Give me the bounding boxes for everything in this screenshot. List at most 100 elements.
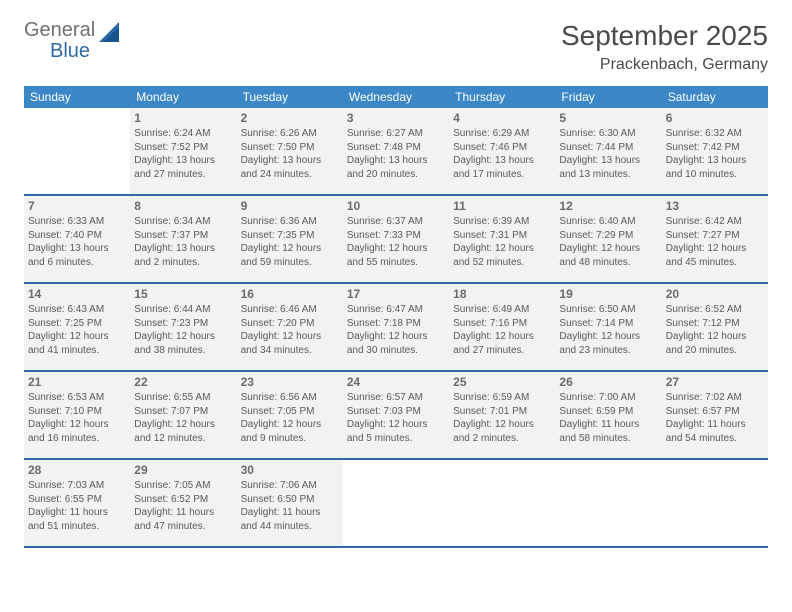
day-number: 8 <box>134 198 232 215</box>
day-number: 2 <box>241 110 339 127</box>
week-row: 1Sunrise: 6:24 AMSunset: 7:52 PMDaylight… <box>24 108 768 196</box>
daylight-text: Daylight: 11 hours <box>134 506 232 520</box>
weekday-header: Monday <box>130 86 236 108</box>
day-number: 23 <box>241 374 339 391</box>
day-number: 24 <box>347 374 445 391</box>
logo-text: General Blue <box>24 20 95 62</box>
daylight-text: and 23 minutes. <box>559 344 657 358</box>
day-number: 6 <box>666 110 764 127</box>
daylight-text: Daylight: 12 hours <box>347 330 445 344</box>
day-cell: 13Sunrise: 6:42 AMSunset: 7:27 PMDayligh… <box>662 196 768 282</box>
sunset-text: Sunset: 6:52 PM <box>134 493 232 507</box>
sunrise-text: Sunrise: 6:40 AM <box>559 215 657 229</box>
day-number: 27 <box>666 374 764 391</box>
daylight-text: and 13 minutes. <box>559 168 657 182</box>
daylight-text: and 17 minutes. <box>453 168 551 182</box>
daylight-text: Daylight: 12 hours <box>453 418 551 432</box>
daylight-text: and 6 minutes. <box>28 256 126 270</box>
sunset-text: Sunset: 7:35 PM <box>241 229 339 243</box>
daylight-text: and 5 minutes. <box>347 432 445 446</box>
day-cell: 14Sunrise: 6:43 AMSunset: 7:25 PMDayligh… <box>24 284 130 370</box>
daylight-text: Daylight: 12 hours <box>666 242 764 256</box>
daylight-text: and 20 minutes. <box>347 168 445 182</box>
sunset-text: Sunset: 7:48 PM <box>347 141 445 155</box>
sunrise-text: Sunrise: 6:32 AM <box>666 127 764 141</box>
daylight-text: Daylight: 12 hours <box>559 330 657 344</box>
week-row: 28Sunrise: 7:03 AMSunset: 6:55 PMDayligh… <box>24 460 768 548</box>
sunrise-text: Sunrise: 6:55 AM <box>134 391 232 405</box>
sunrise-text: Sunrise: 6:39 AM <box>453 215 551 229</box>
daylight-text: Daylight: 12 hours <box>453 242 551 256</box>
sunrise-text: Sunrise: 6:36 AM <box>241 215 339 229</box>
sunset-text: Sunset: 7:07 PM <box>134 405 232 419</box>
day-cell: 15Sunrise: 6:44 AMSunset: 7:23 PMDayligh… <box>130 284 236 370</box>
day-cell: 28Sunrise: 7:03 AMSunset: 6:55 PMDayligh… <box>24 460 130 546</box>
daylight-text: Daylight: 13 hours <box>666 154 764 168</box>
day-cell: 3Sunrise: 6:27 AMSunset: 7:48 PMDaylight… <box>343 108 449 194</box>
sunrise-text: Sunrise: 6:46 AM <box>241 303 339 317</box>
sunrise-text: Sunrise: 6:33 AM <box>28 215 126 229</box>
day-number: 1 <box>134 110 232 127</box>
daylight-text: and 59 minutes. <box>241 256 339 270</box>
weekday-header: Saturday <box>662 86 768 108</box>
sunset-text: Sunset: 7:12 PM <box>666 317 764 331</box>
day-number: 20 <box>666 286 764 303</box>
sunset-text: Sunset: 7:40 PM <box>28 229 126 243</box>
sail-icon <box>99 22 125 44</box>
sunset-text: Sunset: 7:25 PM <box>28 317 126 331</box>
day-number: 13 <box>666 198 764 215</box>
weekday-header: Friday <box>555 86 661 108</box>
daylight-text: and 54 minutes. <box>666 432 764 446</box>
day-cell: 21Sunrise: 6:53 AMSunset: 7:10 PMDayligh… <box>24 372 130 458</box>
daylight-text: Daylight: 12 hours <box>241 330 339 344</box>
day-number: 16 <box>241 286 339 303</box>
daylight-text: and 24 minutes. <box>241 168 339 182</box>
sunset-text: Sunset: 7:14 PM <box>559 317 657 331</box>
day-cell: 6Sunrise: 6:32 AMSunset: 7:42 PMDaylight… <box>662 108 768 194</box>
sunrise-text: Sunrise: 6:30 AM <box>559 127 657 141</box>
sunset-text: Sunset: 7:31 PM <box>453 229 551 243</box>
day-number: 11 <box>453 198 551 215</box>
daylight-text: and 27 minutes. <box>134 168 232 182</box>
day-number: 17 <box>347 286 445 303</box>
daylight-text: Daylight: 13 hours <box>559 154 657 168</box>
sunrise-text: Sunrise: 6:44 AM <box>134 303 232 317</box>
daylight-text: Daylight: 13 hours <box>134 154 232 168</box>
day-cell: 29Sunrise: 7:05 AMSunset: 6:52 PMDayligh… <box>130 460 236 546</box>
daylight-text: Daylight: 12 hours <box>28 418 126 432</box>
day-cell <box>555 460 661 546</box>
day-cell <box>449 460 555 546</box>
sunset-text: Sunset: 7:23 PM <box>134 317 232 331</box>
sunrise-text: Sunrise: 7:02 AM <box>666 391 764 405</box>
sunset-text: Sunset: 7:44 PM <box>559 141 657 155</box>
daylight-text: Daylight: 12 hours <box>559 242 657 256</box>
weekday-header: Thursday <box>449 86 555 108</box>
sunset-text: Sunset: 7:05 PM <box>241 405 339 419</box>
daylight-text: and 9 minutes. <box>241 432 339 446</box>
day-cell <box>662 460 768 546</box>
sunset-text: Sunset: 7:52 PM <box>134 141 232 155</box>
daylight-text: Daylight: 12 hours <box>453 330 551 344</box>
page-title: September 2025 <box>561 20 768 52</box>
day-cell: 25Sunrise: 6:59 AMSunset: 7:01 PMDayligh… <box>449 372 555 458</box>
sunrise-text: Sunrise: 6:42 AM <box>666 215 764 229</box>
daylight-text: and 30 minutes. <box>347 344 445 358</box>
day-cell: 8Sunrise: 6:34 AMSunset: 7:37 PMDaylight… <box>130 196 236 282</box>
day-cell <box>24 108 130 194</box>
sunset-text: Sunset: 6:55 PM <box>28 493 126 507</box>
sunset-text: Sunset: 7:37 PM <box>134 229 232 243</box>
title-block: September 2025 Prackenbach, Germany <box>561 20 768 74</box>
daylight-text: Daylight: 12 hours <box>134 330 232 344</box>
daylight-text: Daylight: 12 hours <box>666 330 764 344</box>
day-cell: 22Sunrise: 6:55 AMSunset: 7:07 PMDayligh… <box>130 372 236 458</box>
weeks-container: 1Sunrise: 6:24 AMSunset: 7:52 PMDaylight… <box>24 108 768 548</box>
sunrise-text: Sunrise: 6:24 AM <box>134 127 232 141</box>
daylight-text: and 2 minutes. <box>453 432 551 446</box>
daylight-text: and 52 minutes. <box>453 256 551 270</box>
day-number: 3 <box>347 110 445 127</box>
daylight-text: Daylight: 12 hours <box>134 418 232 432</box>
sunrise-text: Sunrise: 6:26 AM <box>241 127 339 141</box>
week-row: 21Sunrise: 6:53 AMSunset: 7:10 PMDayligh… <box>24 372 768 460</box>
sunrise-text: Sunrise: 6:43 AM <box>28 303 126 317</box>
daylight-text: Daylight: 13 hours <box>28 242 126 256</box>
